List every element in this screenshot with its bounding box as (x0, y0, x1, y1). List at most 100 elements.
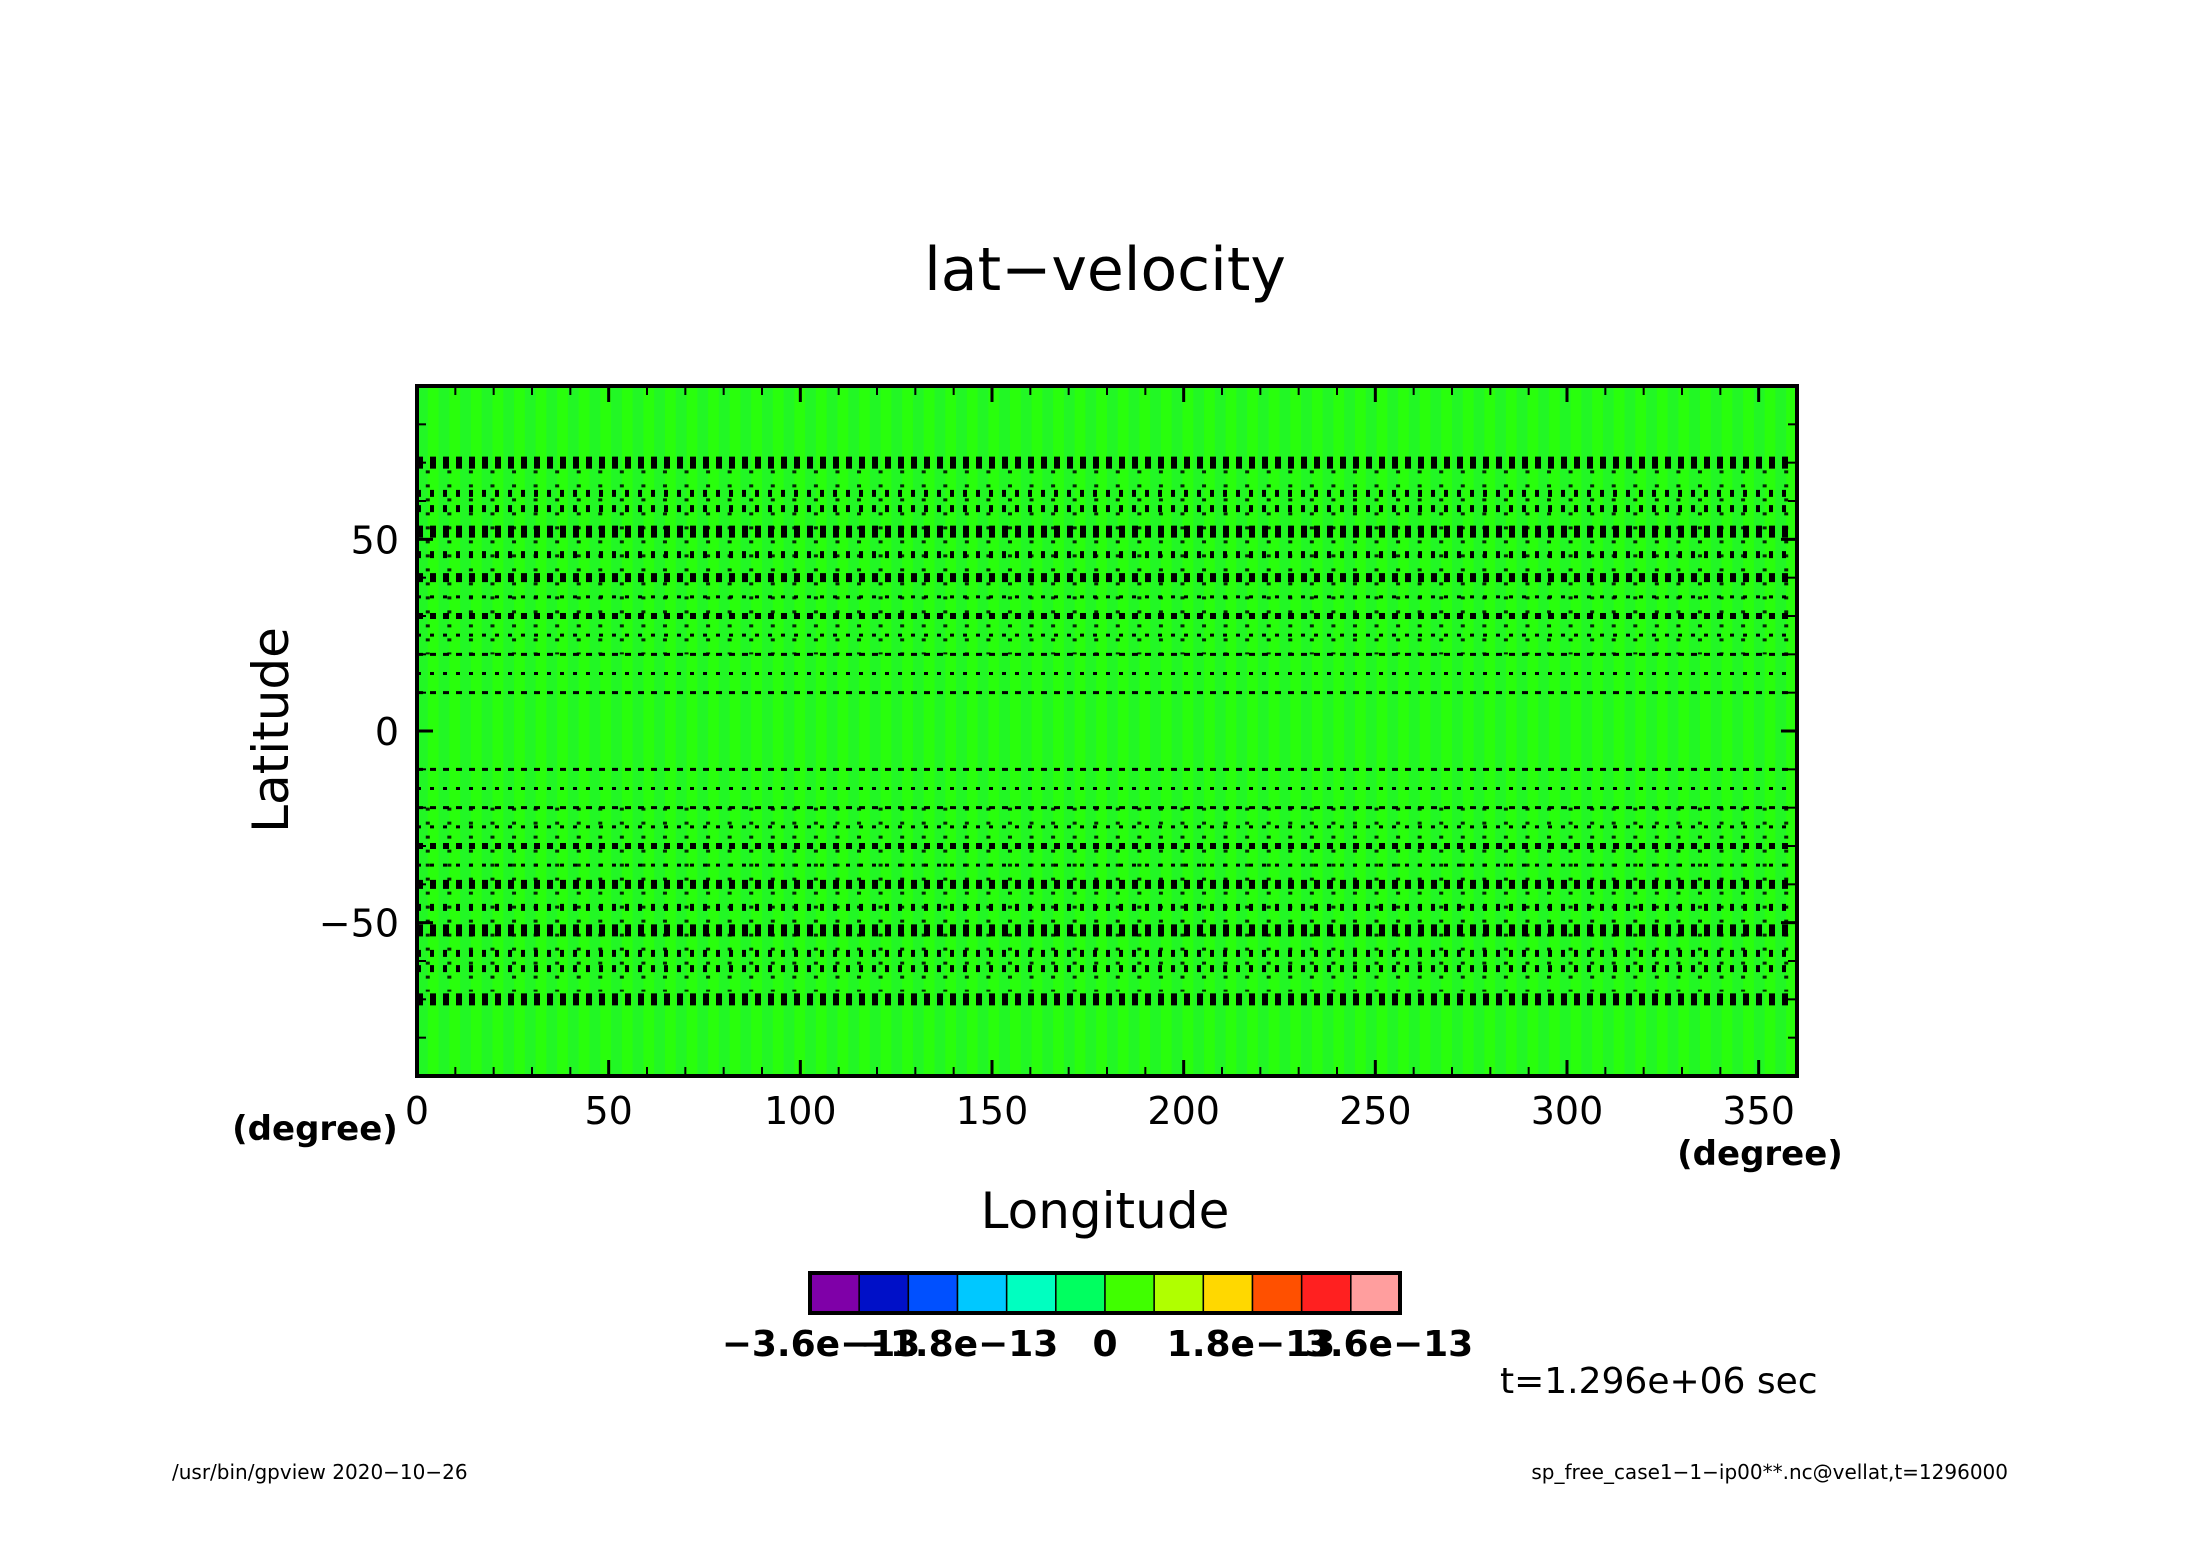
field-stripe (1365, 386, 1377, 1076)
colorbar-swatch (907, 1272, 959, 1314)
field-stripe (718, 386, 730, 1076)
field-stripe (524, 386, 536, 1076)
colorbar-swatch (1202, 1272, 1254, 1314)
field-stripe (438, 386, 450, 1076)
colorbar-tick-label: 3.6e−13 (1305, 1324, 1473, 1365)
colorbar-swatch (858, 1272, 910, 1314)
field-stripe (1538, 386, 1550, 1076)
field-stripe (762, 386, 773, 1076)
y-axis-label: Latitude (242, 627, 300, 833)
field-stripe (546, 386, 558, 1076)
colorbar-swatch (1005, 1272, 1057, 1314)
field-stripe (1495, 386, 1506, 1076)
field-stripe (460, 386, 471, 1076)
field-stripe (1408, 386, 1420, 1076)
field-stripe (934, 386, 946, 1076)
field-stripe (805, 386, 816, 1076)
field-stripe (611, 386, 622, 1076)
x-tick-label: 100 (764, 1089, 837, 1133)
field-stripe (503, 386, 515, 1076)
field-stripe (697, 386, 709, 1076)
field-stripe (1559, 386, 1571, 1076)
x-axis-unit: (degree) (1677, 1134, 1843, 1174)
colorbar-tick-label: −3.6e−13 (722, 1324, 921, 1365)
field-stripe (589, 386, 601, 1076)
field-stripe (1387, 386, 1399, 1076)
x-tick-label: 200 (1147, 1089, 1220, 1133)
field-stripe (869, 386, 881, 1076)
field-stripe (1322, 386, 1334, 1076)
field-stripe (1452, 386, 1463, 1076)
field-stripe (1667, 386, 1679, 1076)
colorbar-tick-label: −1.8e−13 (860, 1324, 1059, 1365)
field-stripe (1128, 386, 1140, 1076)
y-tick-label: 0 (375, 710, 399, 754)
field-stripe (1107, 386, 1118, 1076)
field-stripe (999, 386, 1010, 1076)
field-stripe (1193, 386, 1205, 1076)
field-stripe (1732, 386, 1744, 1076)
colorbar: −3.6e−13−1.8e−13 0 1.8e−133.6e−13 (722, 1271, 1473, 1365)
field-stripe (1602, 386, 1614, 1076)
field-stripe (1775, 386, 1787, 1076)
field-stripe (1257, 386, 1269, 1076)
field-stripe (1473, 386, 1485, 1076)
y-axis-unit: (degree) (232, 1109, 398, 1149)
field-stripe (783, 386, 795, 1076)
field-stripe (848, 386, 860, 1076)
field-stripe (1279, 386, 1291, 1076)
x-tick-label: 350 (1722, 1089, 1795, 1133)
colorbar-swatch (1300, 1272, 1352, 1314)
field-stripe (1710, 386, 1722, 1076)
field-stripe (1171, 386, 1183, 1076)
field-stripe (1301, 386, 1312, 1076)
field-stripe (1236, 386, 1248, 1076)
colorbar-swatch (1055, 1272, 1106, 1314)
field-stripe (675, 386, 687, 1076)
x-tick-label: 50 (584, 1089, 632, 1133)
field-stripe (1085, 386, 1097, 1076)
field-stripe (1624, 386, 1636, 1076)
axis-ticks: 0 50 100 150 200 250 300 350 −50 0 50 (319, 386, 1797, 1133)
field-stripe (1516, 386, 1528, 1076)
y-tick-label: −50 (319, 902, 399, 946)
y-tick-label: 50 (351, 518, 399, 562)
field-stripe (1753, 386, 1765, 1076)
field-stripe (1063, 386, 1075, 1076)
colorbar-frame (808, 1271, 1402, 1315)
field-stripe (1689, 386, 1700, 1076)
field-stripe (740, 386, 752, 1076)
colorbar-swatch (1104, 1272, 1155, 1314)
x-tick-label: 300 (1531, 1089, 1604, 1133)
field-stripe (1042, 386, 1054, 1076)
field-stripe (977, 386, 989, 1076)
field-stripe (1430, 386, 1442, 1076)
colorbar-swatch (1350, 1272, 1401, 1314)
x-tick-label: 150 (956, 1089, 1029, 1133)
chart-title: lat−velocity (924, 235, 1286, 305)
footer-left-text: /usr/bin/gpview 2020−10−26 (172, 1460, 468, 1484)
colorbar-tick-label: 0 (1092, 1324, 1117, 1365)
field-stripe (826, 386, 838, 1076)
field-stripe (912, 386, 924, 1076)
field-stripe (891, 386, 903, 1076)
time-label: t=1.296e+06 sec (1500, 1361, 1818, 1402)
x-axis-label: Longitude (981, 1182, 1230, 1240)
colorbar-swatch (1153, 1272, 1205, 1314)
field-stripe (1646, 386, 1657, 1076)
field-stripe (1581, 386, 1593, 1076)
field-stripe (567, 386, 579, 1076)
colorbar-swatch (809, 1272, 860, 1314)
colorbar-swatch (1251, 1272, 1303, 1314)
field-stripe (1214, 386, 1226, 1076)
field-stripe (1150, 386, 1161, 1076)
field-stripe (1020, 386, 1032, 1076)
field-stripe (1344, 386, 1355, 1076)
footer-right-text: sp_free_case1−1−ip00**.nc@vellat,t=12960… (1531, 1460, 2008, 1484)
field-stripe (481, 386, 493, 1076)
field-stripe (956, 386, 967, 1076)
colorbar-tick-label: 1.8e−13 (1167, 1324, 1335, 1365)
heatmap-field (417, 386, 1797, 1076)
x-tick-label: 0 (405, 1089, 429, 1133)
